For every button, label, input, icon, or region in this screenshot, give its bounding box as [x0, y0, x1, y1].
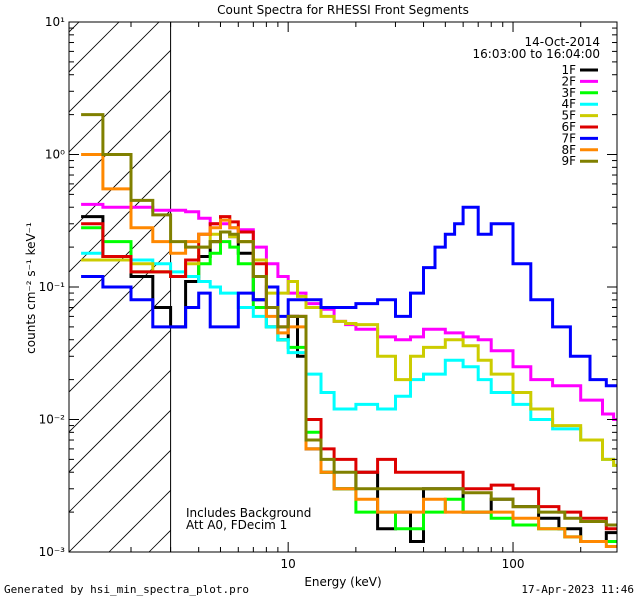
series-line-2F [81, 202, 617, 421]
legend-label-8F: 8F [561, 143, 576, 157]
chart-title: Count Spectra for RHESSI Front Segments [217, 3, 469, 17]
hatch-line [389, 0, 640, 552]
hatch-line [69, 209, 171, 313]
y-tick-label: 10⁻³ [39, 545, 66, 559]
hatch-line [629, 0, 640, 552]
generated-by-label: Generated by hsi_min_spectra_plot.pro [4, 583, 250, 596]
hatch-line [69, 249, 171, 353]
y-tick-label: 10⁻¹ [39, 280, 66, 294]
time-range-label: 16:03:00 to 16:04:00 [473, 47, 600, 61]
legend-label-2F: 2F [561, 74, 576, 88]
legend-label-9F: 9F [561, 154, 576, 168]
hatch-line [69, 22, 80, 33]
tick-labels: 10⁻³ 10⁻² 10⁻¹ 10⁰ 10¹ 10 100 [39, 15, 525, 571]
hatch-line [229, 0, 640, 552]
y-tick-label: 10⁰ [45, 148, 65, 162]
date-label: 14-Oct-2014 [524, 35, 600, 49]
annotation-attenuator: Att A0, FDecim 1 [186, 518, 287, 532]
y-tick-label: 10¹ [45, 15, 65, 29]
series-line-4F [81, 251, 617, 467]
y-tick-label: 10⁻² [39, 413, 66, 427]
legend-label-1F: 1F [561, 63, 576, 77]
legend-label-7F: 7F [561, 131, 576, 145]
hatch-line [469, 0, 640, 552]
hatch-line [69, 49, 171, 153]
hatch-line [69, 22, 160, 113]
hatch-line [69, 449, 171, 552]
legend-label-3F: 3F [561, 86, 576, 100]
x-axis-label: Energy (keV) [304, 575, 381, 589]
y-axis-label: counts cm⁻² s⁻¹ keV⁻¹ [24, 222, 38, 354]
hatch-line [69, 409, 171, 513]
series-line-7F [81, 205, 617, 388]
timestamp-label: 17-Apr-2023 11:46 [521, 583, 634, 596]
legend-label-6F: 6F [561, 120, 576, 134]
hatch-line [429, 0, 640, 552]
x-tick-label: 10 [281, 557, 296, 571]
hatch-line [69, 369, 171, 473]
series-layer [81, 113, 617, 548]
legend-label-4F: 4F [561, 97, 576, 111]
hatch-line [69, 22, 120, 73]
legend-label-5F: 5F [561, 109, 576, 123]
x-tick-label: 100 [502, 557, 525, 571]
axes [68, 21, 618, 553]
annotation-background: Includes Background [186, 506, 311, 520]
series-line-5F [81, 230, 617, 467]
series-line-9F [81, 113, 617, 527]
series-line-3F [81, 226, 617, 543]
